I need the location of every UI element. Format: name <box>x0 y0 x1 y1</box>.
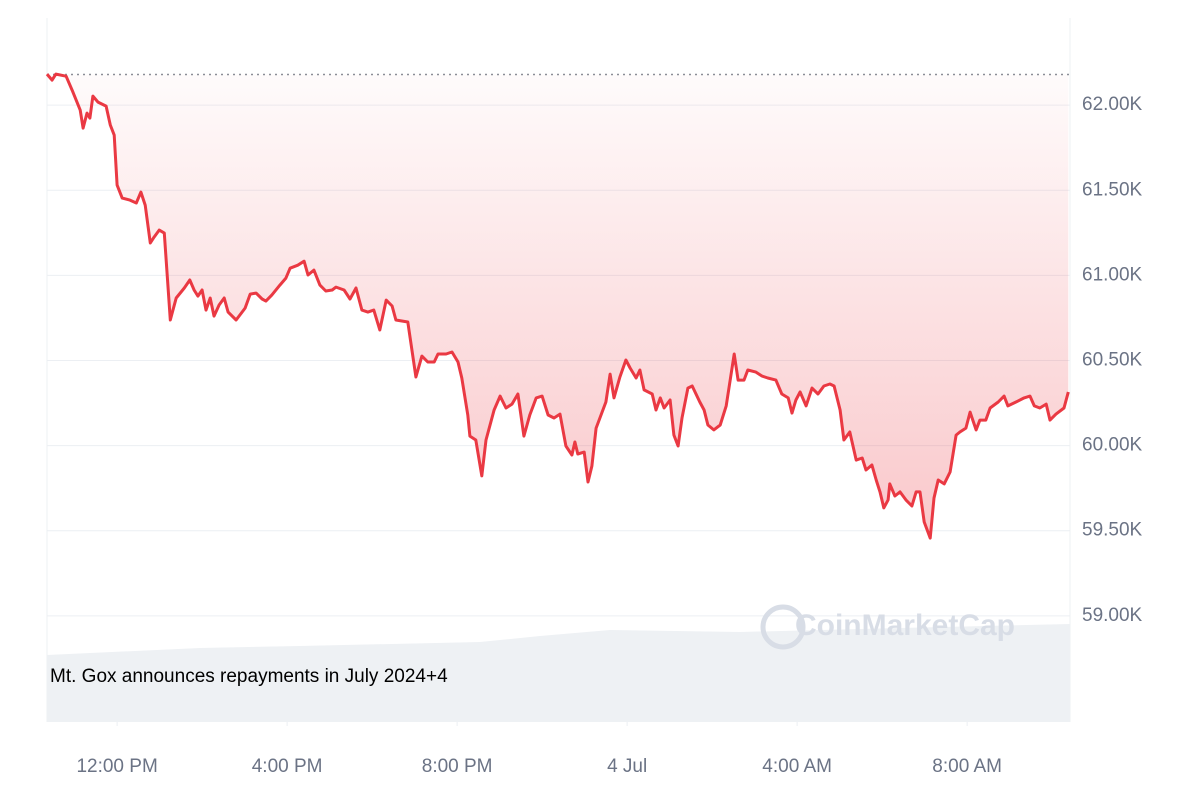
x-tick-label: 8:00 PM <box>422 756 493 777</box>
y-tick-label: 59.50K <box>1082 520 1143 541</box>
y-tick-label: 59.00K <box>1082 605 1143 626</box>
y-tick-label: 60.50K <box>1082 350 1143 371</box>
annotation: Mt. Gox announces repayments in July 202… <box>50 666 448 687</box>
area <box>47 74 1069 539</box>
x-tick-label: 8:00 AM <box>932 756 1002 777</box>
y-tick-label: 61.50K <box>1082 179 1143 200</box>
x-tick-label: 4:00 PM <box>252 756 323 777</box>
x-tick-label: 4:00 AM <box>762 756 832 777</box>
x-tick-label: 12:00 PM <box>76 756 157 777</box>
y-tick-label: 61.00K <box>1082 264 1143 285</box>
volume-area <box>47 624 1070 722</box>
y-tick-label: 62.00K <box>1082 94 1143 115</box>
x-tick-label: 4 Jul <box>607 756 647 777</box>
watermark: CoinMarketCap <box>795 609 1015 642</box>
watermark-logo <box>760 604 806 650</box>
price-line <box>45 72 1070 540</box>
y-tick-label: 60.00K <box>1082 435 1143 456</box>
